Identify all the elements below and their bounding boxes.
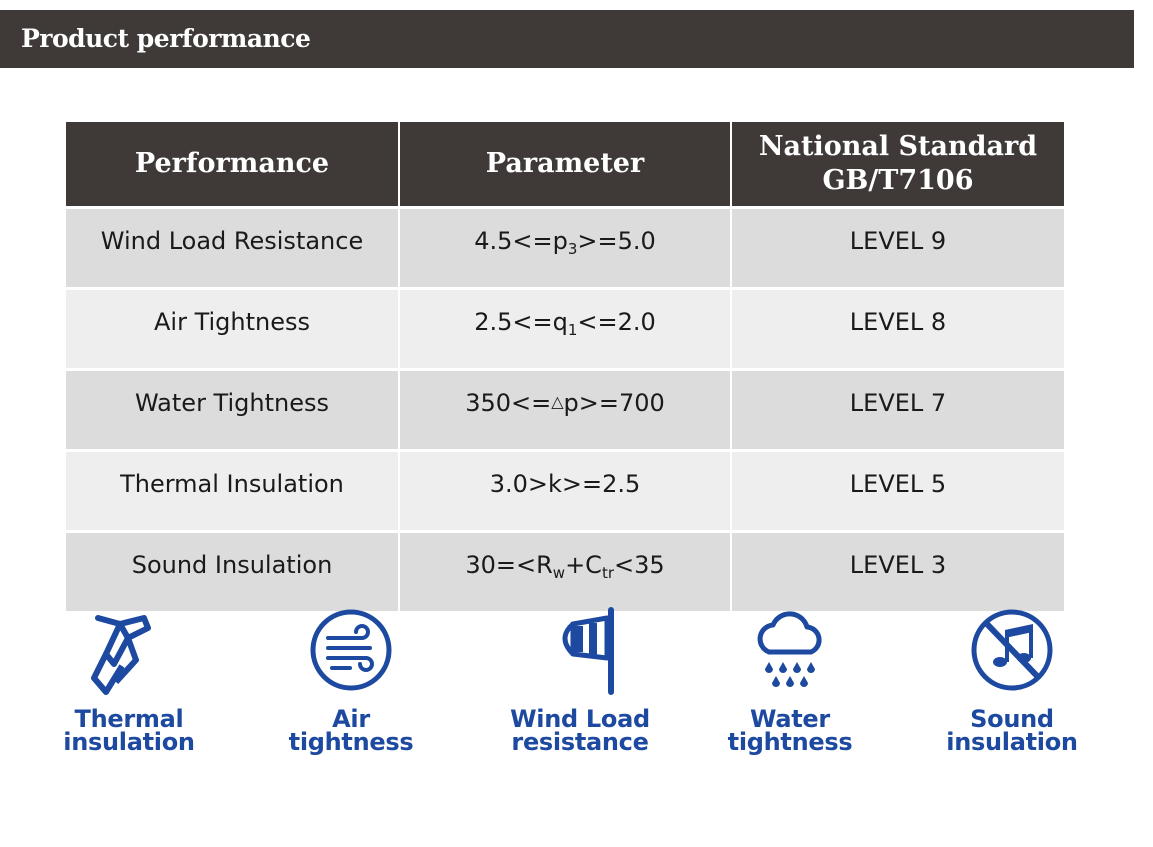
feature-water-tightness: Water tightness xyxy=(705,604,875,754)
cell-parameter: 4.5<=p3>=5.0 xyxy=(399,206,732,289)
param-text: <=2.0 xyxy=(577,308,656,336)
thermal-insulation-icon xyxy=(91,615,151,695)
feature-air-tightness: Air tightness xyxy=(266,604,436,754)
feature-thermal-insulation: Thermal insulation xyxy=(44,604,214,754)
param-text: 30=<R xyxy=(465,551,553,579)
cell-performance: Wind Load Resistance xyxy=(66,206,400,289)
label-line2: insulation xyxy=(946,728,1078,756)
sound-insulation-icon xyxy=(971,609,1053,691)
section-banner: Product performance xyxy=(0,10,1134,68)
table-row: Sound Insulation 30=<Rw+Ctr<35 LEVEL 3 xyxy=(66,530,1064,611)
param-text: 4.5<=p xyxy=(474,227,568,255)
cell-parameter: 30=<Rw+Ctr<35 xyxy=(399,530,732,611)
header-parameter: Parameter xyxy=(399,122,732,208)
table-row: Air Tightness 2.5<=q1<=2.0 LEVEL 8 xyxy=(66,287,1064,370)
cell-performance: Thermal Insulation xyxy=(66,449,400,532)
header-performance: Performance xyxy=(66,122,400,208)
param-subscript: 3 xyxy=(567,240,578,258)
param-subscript: w xyxy=(552,564,566,582)
label-line1: Thermal xyxy=(74,705,184,733)
feature-sound-insulation: Sound insulation xyxy=(927,604,1097,754)
cell-level: LEVEL 5 xyxy=(731,449,1064,532)
header-standard-line2: GB/T7106 xyxy=(822,165,974,196)
label-line1: Water xyxy=(750,705,830,733)
cell-parameter: 3.0>k>=2.5 xyxy=(399,449,732,532)
table-row: Wind Load Resistance 4.5<=p3>=5.0 LEVEL … xyxy=(66,206,1064,289)
param-subscript: 1 xyxy=(567,321,578,339)
param-subscript: tr xyxy=(601,564,614,582)
param-text: 350<= xyxy=(465,389,552,417)
param-text: +C xyxy=(565,551,602,579)
sound-label: Sound insulation xyxy=(927,705,1097,756)
wind-load-resistance-icon xyxy=(562,607,614,695)
cell-performance: Air Tightness xyxy=(66,287,400,370)
cell-level: LEVEL 3 xyxy=(731,530,1064,611)
label-line2: insulation xyxy=(63,728,195,756)
delta-symbol: △ xyxy=(551,392,564,411)
header-standard-line1: National Standard xyxy=(758,131,1038,162)
table-row: Thermal Insulation 3.0>k>=2.5 LEVEL 5 xyxy=(66,449,1064,532)
performance-table: Performance Parameter National Standard … xyxy=(66,122,1064,611)
cell-performance: Sound Insulation xyxy=(66,530,400,611)
header-national-standard: National Standard GB/T7106 xyxy=(731,122,1064,208)
cell-performance: Water Tightness xyxy=(66,368,400,451)
cell-level: LEVEL 7 xyxy=(731,368,1064,451)
param-text: >=5.0 xyxy=(577,227,656,255)
section-title: Product performance xyxy=(21,24,311,53)
param-text: <35 xyxy=(614,551,665,579)
wind-label: Wind Load resistance xyxy=(495,705,665,756)
param-text: p>=700 xyxy=(563,389,665,417)
thermal-label: Thermal insulation xyxy=(44,705,214,756)
label-line2: tightness xyxy=(288,728,414,756)
air-label: Air tightness xyxy=(266,705,436,756)
param-text: 2.5<=q xyxy=(474,308,568,336)
label-line2: tightness xyxy=(727,728,853,756)
table-row: Water Tightness 350<=△p>=700 LEVEL 7 xyxy=(66,368,1064,451)
label-line1: Sound xyxy=(970,705,1054,733)
cell-level: LEVEL 9 xyxy=(731,206,1064,289)
cell-parameter: 2.5<=q1<=2.0 xyxy=(399,287,732,370)
feature-wind-load-resistance: Wind Load resistance xyxy=(495,604,665,754)
air-tightness-icon xyxy=(310,609,392,691)
cell-level: LEVEL 8 xyxy=(731,287,1064,370)
label-line2: resistance xyxy=(511,728,649,756)
table-header-row: Performance Parameter National Standard … xyxy=(66,122,1064,208)
water-label: Water tightness xyxy=(705,705,875,756)
label-line1: Air xyxy=(332,705,370,733)
water-tightness-icon xyxy=(757,611,822,687)
label-line1: Wind Load xyxy=(510,705,650,733)
cell-parameter: 350<=△p>=700 xyxy=(399,368,732,451)
